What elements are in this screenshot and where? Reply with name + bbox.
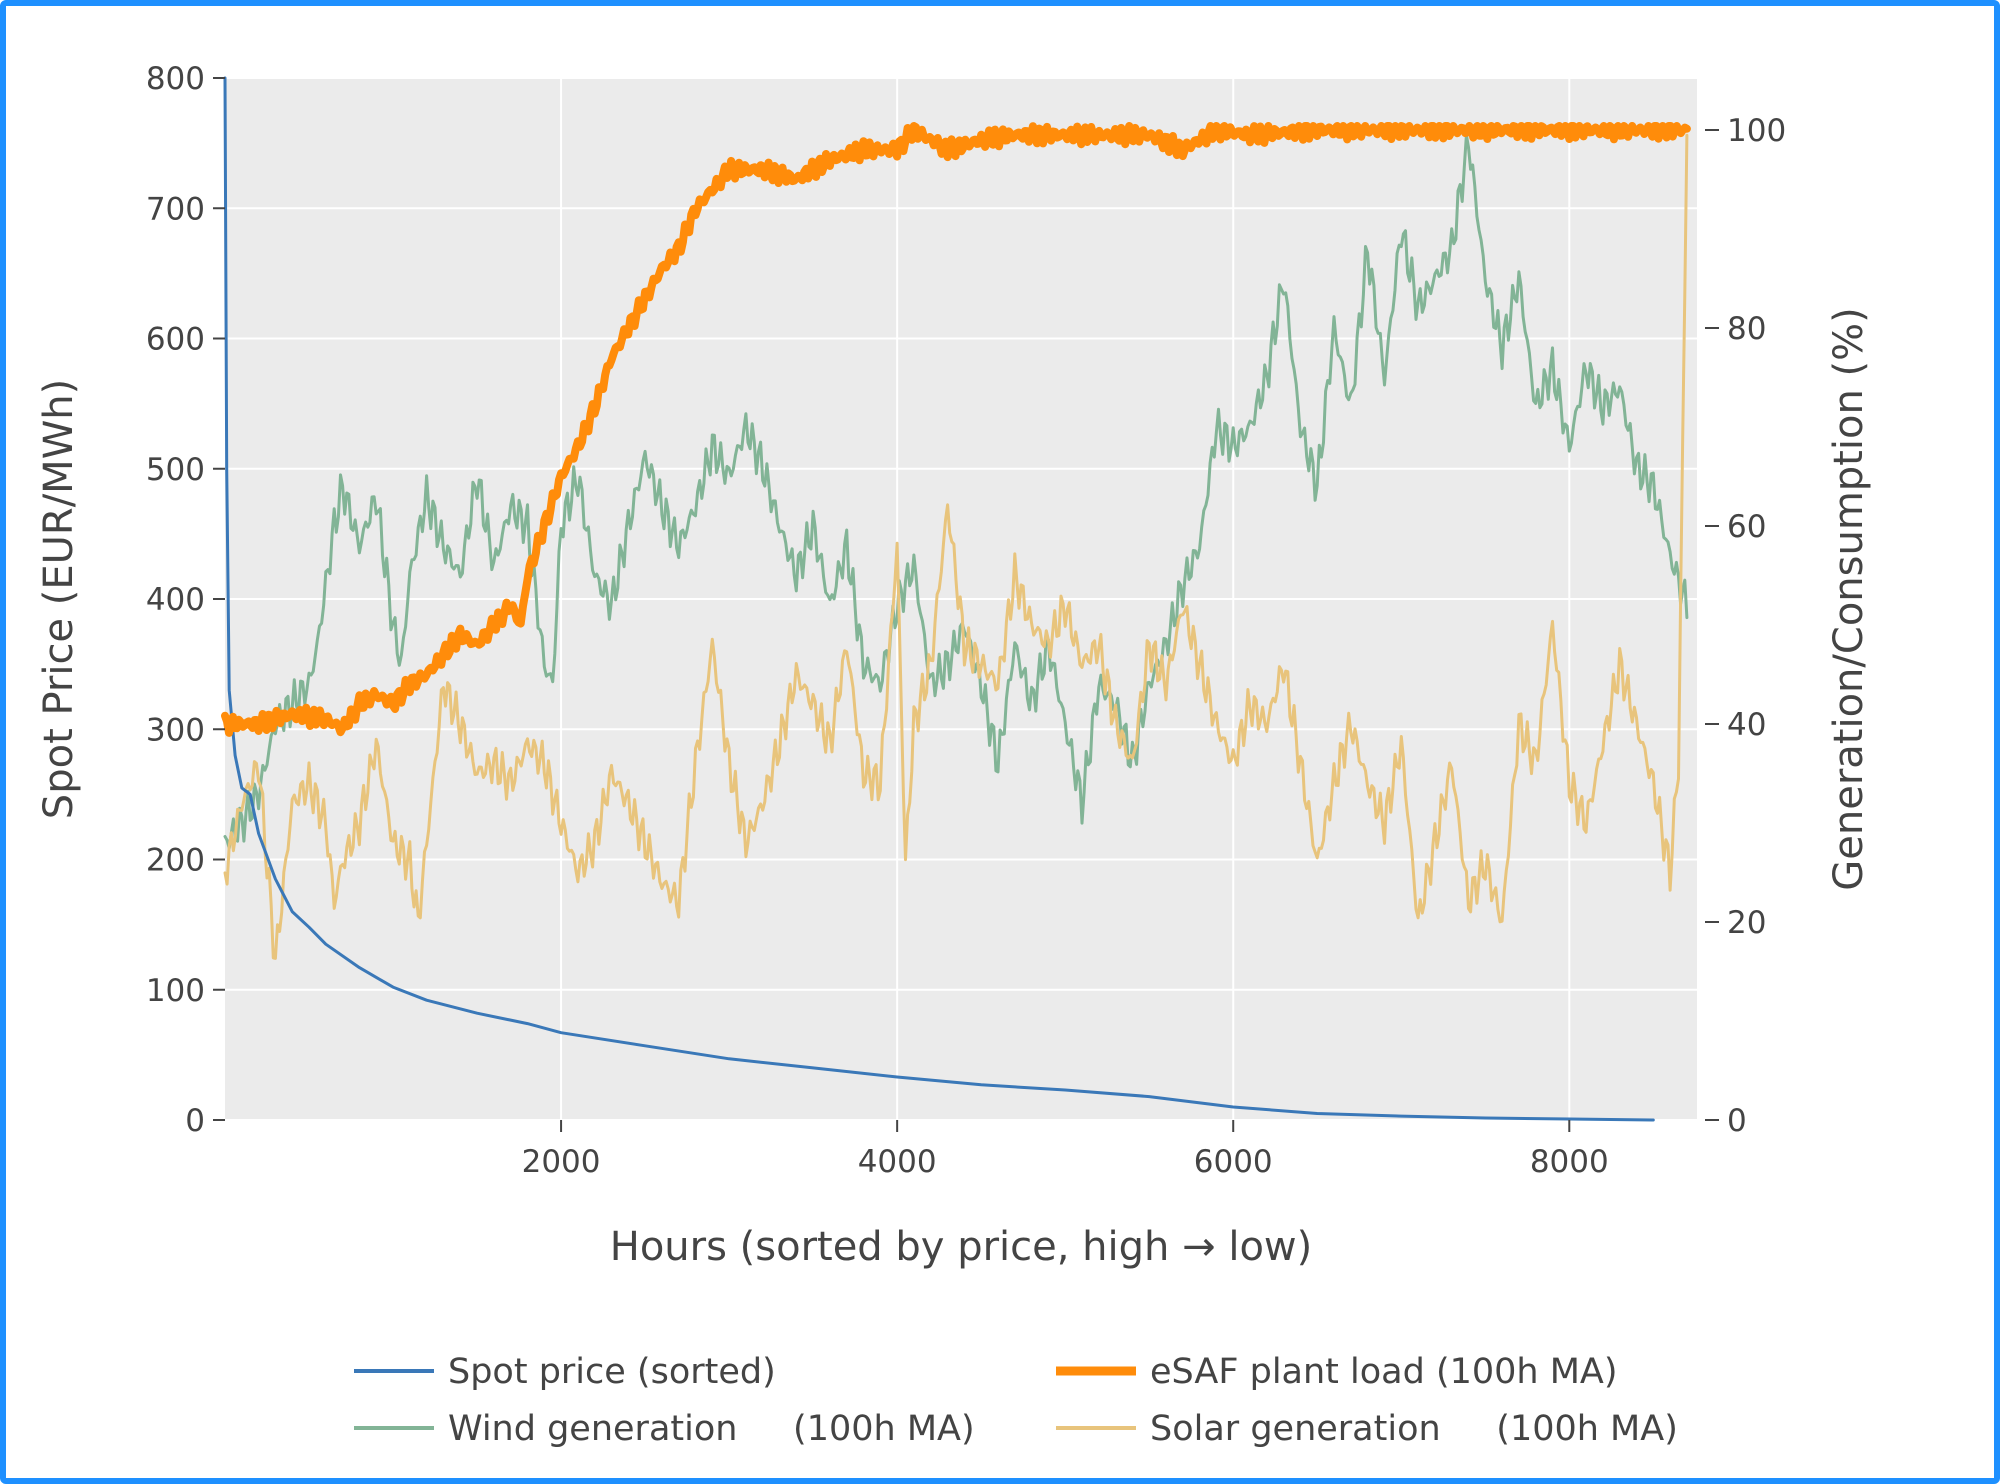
- y2-tick-label: 40: [1727, 707, 1766, 743]
- y2-tick-label: 100: [1727, 113, 1786, 149]
- y-tick-label: 800: [146, 61, 205, 97]
- y2-tick-label: 80: [1727, 311, 1766, 347]
- y2-tick-label: 60: [1727, 509, 1766, 545]
- x-axis-title: Hours (sorted by price, high → low): [610, 1224, 1312, 1270]
- x-tick-label: 6000: [1194, 1144, 1273, 1180]
- y-tick-label: 300: [146, 712, 205, 748]
- y-tick-label: 0: [185, 1103, 205, 1139]
- series-wind-line: [223, 133, 1689, 850]
- series-layer: [221, 76, 1691, 1122]
- y-axis-title: Spot Price (EUR/MWh): [36, 379, 82, 819]
- y-tick-label: 500: [146, 452, 205, 488]
- y-tick-label: 700: [146, 191, 205, 227]
- legend: Spot price (sorted) eSAF plant load (100…: [354, 1352, 1678, 1449]
- x-tick-label: 8000: [1530, 1144, 1609, 1180]
- legend-label-wind[interactable]: Wind generation (100h MA): [448, 1409, 975, 1449]
- y-tick-label: 400: [146, 582, 205, 618]
- x-axis-ticks: 2000 4000 6000 8000: [522, 1120, 1609, 1180]
- grid-lines: [225, 77, 1697, 1121]
- series-solar-line: [223, 133, 1689, 960]
- x-tick-label: 2000: [522, 1144, 601, 1180]
- series-esaf-load-line: [221, 122, 1691, 737]
- legend-label-spot-price[interactable]: Spot price (sorted): [448, 1352, 776, 1392]
- series-spot-price-line: [223, 76, 1655, 1122]
- y-tick-label: 600: [146, 322, 205, 358]
- legend-label-solar[interactable]: Solar generation (100h MA): [1150, 1409, 1678, 1449]
- y2-tick-label: 20: [1727, 905, 1766, 941]
- y2-tick-label: 0: [1727, 1103, 1747, 1139]
- y-tick-label: 100: [146, 973, 205, 1009]
- legend-label-esaf-load[interactable]: eSAF plant load (100h MA): [1150, 1352, 1618, 1392]
- y-axis-ticks: 0 100 200 300 400 500 600 700 800: [146, 61, 225, 1139]
- x-tick-label: 4000: [858, 1144, 937, 1180]
- y2-axis-title: Generation/Consumption (%): [1826, 307, 1872, 890]
- y2-axis-ticks: 0 20 40 60 80 100: [1705, 113, 1786, 1139]
- y-tick-label: 200: [146, 843, 205, 879]
